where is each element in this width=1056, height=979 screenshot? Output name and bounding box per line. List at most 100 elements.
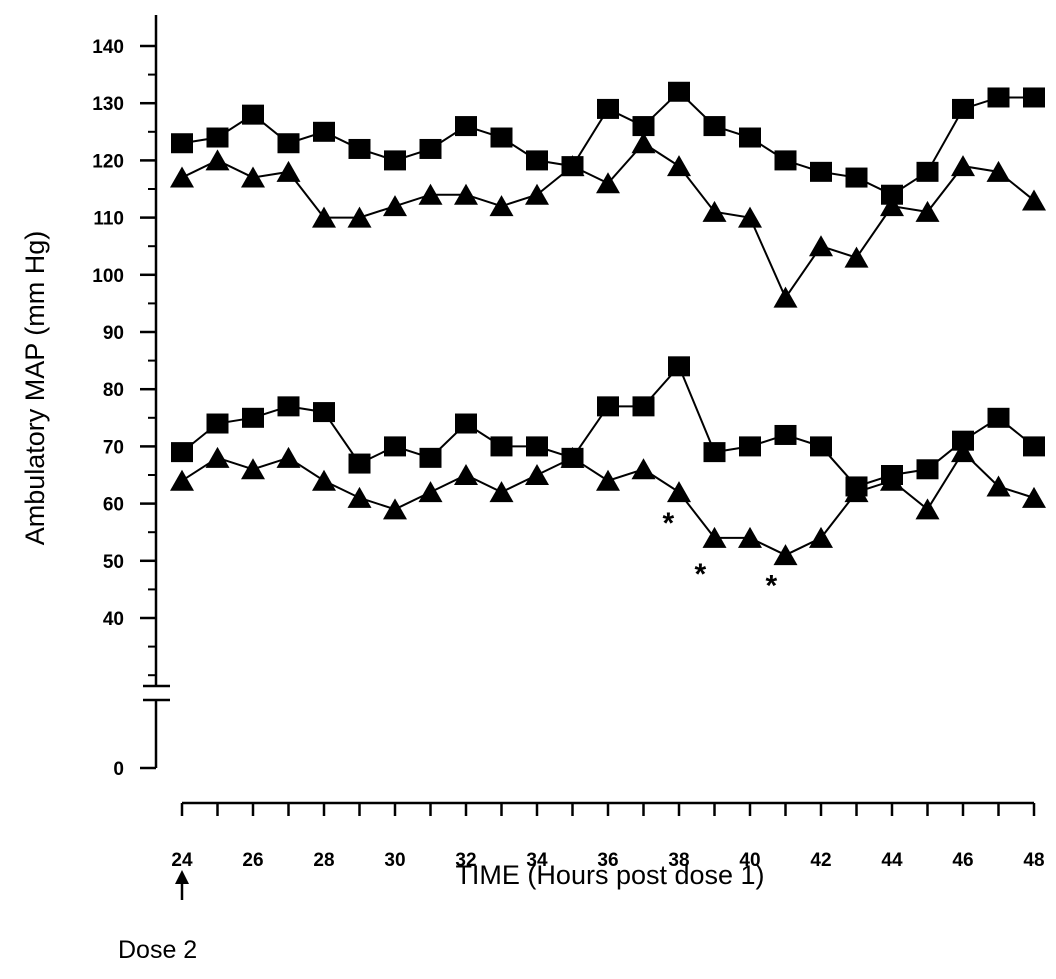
series-1-square (171, 81, 1045, 205)
square-marker (845, 167, 868, 188)
square-marker (171, 442, 193, 463)
triangle-marker (170, 166, 194, 188)
x-tick-label-34: 34 (526, 850, 548, 871)
square-marker (952, 98, 974, 119)
triangle-marker (738, 206, 762, 228)
y-axis-ticks: 0 40 50 60 70 80 90 100 110 120 130 140 (92, 37, 156, 780)
square-marker (419, 138, 442, 159)
triangle-marker (596, 172, 620, 194)
square-marker (419, 447, 442, 468)
triangle-marker (347, 486, 372, 508)
triangle-marker (915, 498, 940, 520)
square-marker (348, 453, 371, 474)
square-marker (632, 396, 655, 417)
series-2-triangle (170, 132, 1046, 308)
triangle-marker (560, 446, 585, 468)
square-marker (1023, 87, 1045, 108)
y-tick-label-110: 110 (93, 209, 124, 230)
x-tick-label-38: 38 (668, 850, 689, 871)
series-2-line (181, 141, 1035, 300)
triangle-marker (276, 160, 301, 182)
x-tick-label-30: 30 (384, 850, 405, 871)
triangle-marker (702, 200, 727, 222)
square-marker (348, 138, 371, 159)
square-marker (774, 424, 797, 445)
square-marker (206, 127, 229, 148)
square-marker (455, 116, 477, 137)
triangle-marker (809, 526, 833, 548)
square-marker (526, 150, 548, 171)
y-axis-label: Ambulatory MAP (mm Hg) (20, 231, 50, 546)
triangle-marker (809, 235, 833, 257)
y-tick-label-80: 80 (103, 380, 124, 401)
y-tick-label-40: 40 (103, 609, 124, 630)
series-4-line (181, 450, 1035, 557)
triangle-marker (525, 183, 549, 205)
significance-asterisk: * (694, 558, 706, 591)
series-3-line (181, 364, 1035, 488)
square-marker (597, 98, 619, 119)
triangle-marker (418, 183, 443, 205)
square-marker (313, 402, 335, 423)
triangle-marker (454, 183, 478, 205)
x-tick-label-28: 28 (313, 850, 334, 871)
triangle-marker (347, 206, 372, 228)
square-marker (774, 150, 797, 171)
y-tick-label-130: 130 (92, 94, 124, 115)
dose-arrow-head (175, 870, 189, 884)
triangle-marker (312, 469, 336, 491)
triangle-marker (702, 526, 727, 548)
y-tick-label-100: 100 (92, 266, 124, 287)
triangle-marker (312, 206, 336, 228)
triangle-marker (880, 469, 904, 491)
square-marker (384, 150, 406, 171)
triangle-marker (631, 132, 656, 154)
square-marker (455, 413, 477, 434)
square-marker (277, 133, 300, 154)
triangle-marker (241, 458, 265, 480)
triangle-marker (986, 475, 1011, 497)
square-marker (703, 116, 726, 137)
square-marker (810, 161, 832, 182)
series-3-square (171, 356, 1045, 497)
square-marker (916, 161, 939, 182)
square-marker (916, 459, 939, 480)
triangle-marker (844, 246, 869, 268)
y-tick-label-140: 140 (92, 37, 124, 58)
annotations: * * * Dose 2 (118, 507, 777, 964)
triangle-marker (383, 195, 407, 217)
triangle-marker (454, 464, 478, 485)
series-group (170, 81, 1046, 566)
triangle-marker (596, 469, 620, 491)
x-tick-label-32: 32 (455, 850, 476, 871)
square-marker (171, 133, 193, 154)
x-tick-label-44: 44 (881, 850, 903, 871)
square-marker (952, 430, 974, 451)
triangle-marker (383, 498, 407, 520)
x-tick-label-36: 36 (597, 850, 618, 871)
square-marker (987, 407, 1010, 428)
triangle-marker (205, 149, 230, 171)
triangle-marker (489, 481, 514, 503)
triangle-marker (418, 481, 443, 503)
x-tick-label-24: 24 (171, 850, 193, 871)
square-marker (881, 184, 903, 205)
x-tick-label-40: 40 (739, 850, 760, 871)
square-marker (526, 436, 548, 457)
square-marker (384, 436, 406, 457)
triangle-marker (773, 286, 798, 308)
x-tick-label-48: 48 (1023, 850, 1044, 871)
triangle-marker (241, 166, 265, 188)
triangle-marker (1022, 486, 1046, 508)
square-marker (739, 436, 761, 457)
series-4-triangle (170, 441, 1046, 566)
y-tick-label-60: 60 (103, 495, 124, 516)
y-tick-label-120: 120 (92, 151, 124, 172)
square-marker (206, 413, 229, 434)
triangle-marker (205, 446, 230, 468)
square-marker (490, 127, 513, 148)
triangle-marker (667, 481, 691, 503)
triangle-marker (951, 441, 975, 463)
triangle-marker (951, 155, 975, 177)
